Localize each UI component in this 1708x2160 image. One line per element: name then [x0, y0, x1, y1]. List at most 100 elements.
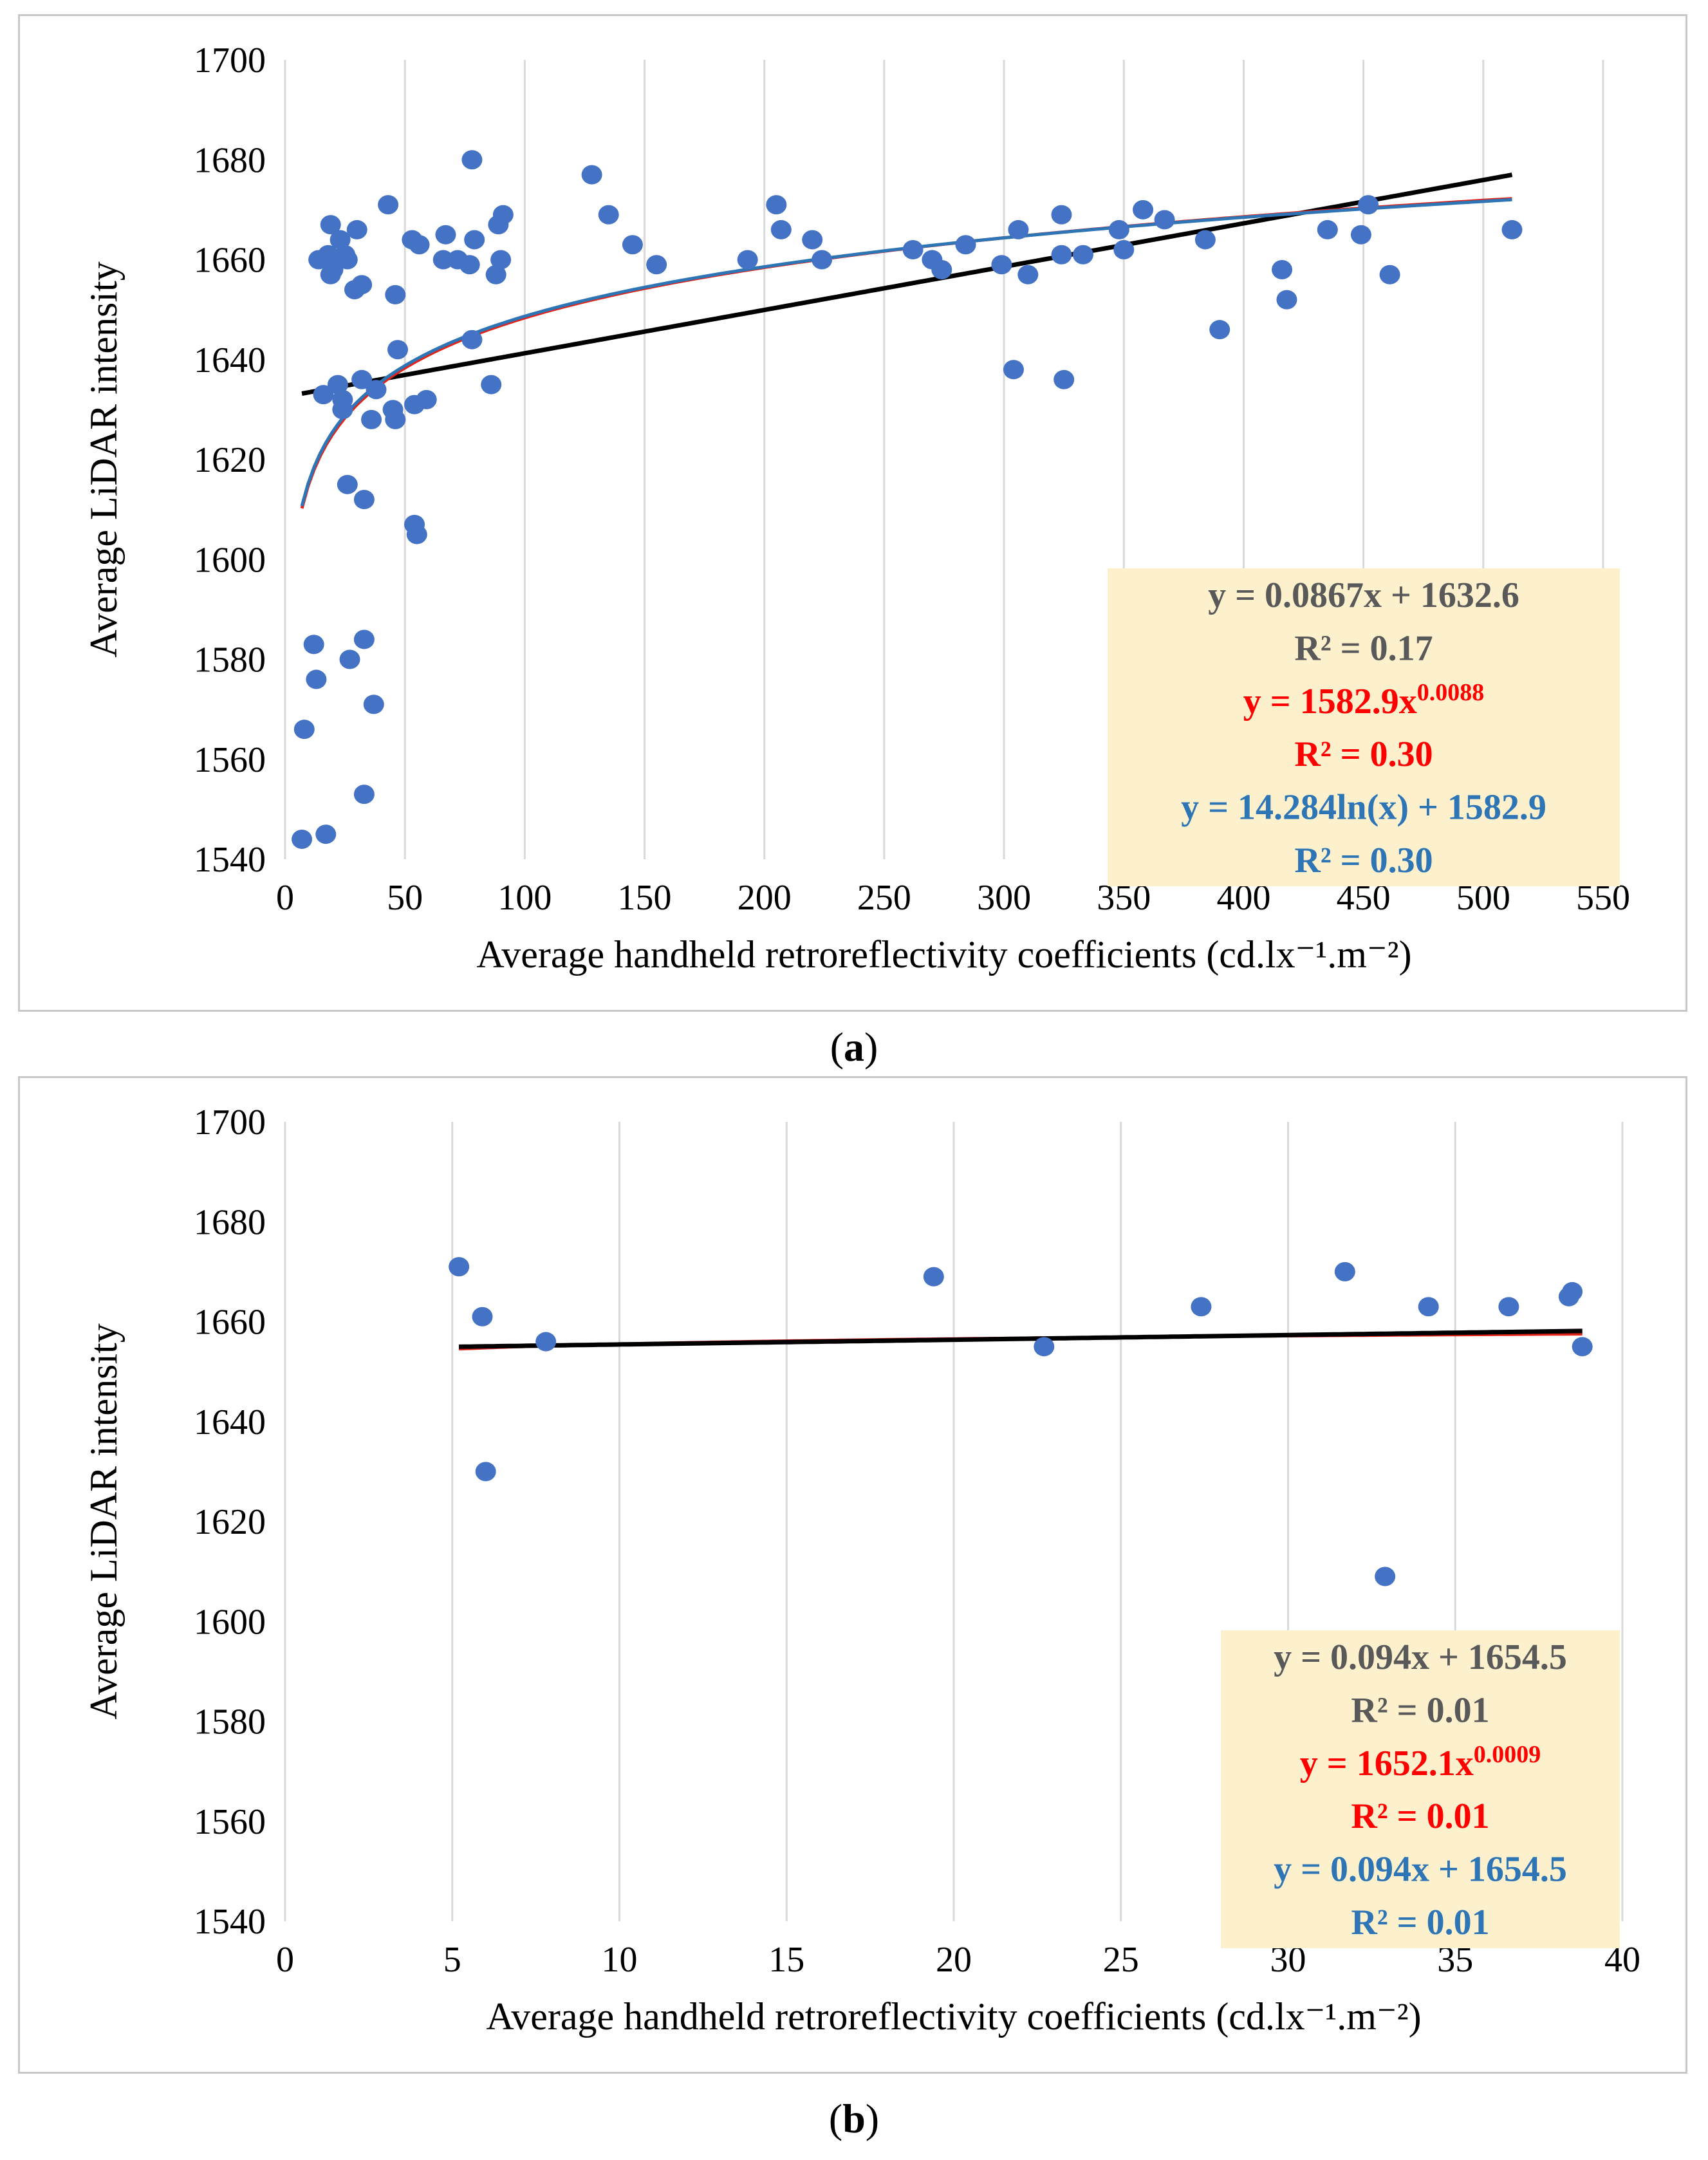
data-point: [346, 219, 367, 239]
equation-line: y = 14.284ln(x) + 1582.9: [1181, 788, 1546, 828]
data-point: [351, 275, 373, 295]
equation-line: R² = 0.30: [1294, 841, 1433, 880]
data-point: [1501, 219, 1523, 239]
data-point: [646, 255, 667, 275]
data-point: [1334, 1262, 1355, 1281]
data-point: [581, 165, 602, 185]
data-point: [622, 235, 643, 255]
data-point: [315, 824, 337, 844]
data-point: [1379, 265, 1400, 284]
y-tick-label: 1680: [194, 140, 266, 180]
x-tick-label: 50: [387, 878, 423, 918]
data-point: [955, 235, 976, 255]
data-point: [1072, 245, 1093, 265]
equation-line: y = 0.094x + 1654.5: [1274, 1637, 1567, 1677]
data-point: [293, 720, 315, 740]
x-tick-label: 10: [602, 1940, 638, 1980]
y-tick-label: 1540: [194, 840, 266, 880]
data-point: [303, 635, 324, 655]
data-point: [306, 669, 327, 689]
y-tick-label: 1680: [194, 1202, 266, 1242]
x-tick-label: 150: [618, 878, 672, 918]
trendline-power: [458, 1332, 1583, 1351]
y-tick-label: 1580: [194, 1702, 266, 1742]
data-point: [490, 250, 512, 270]
data-point: [1358, 195, 1379, 215]
x-tick-label: 0: [276, 1940, 294, 1980]
equation-box: [1221, 1630, 1620, 1948]
data-point: [1276, 290, 1297, 310]
data-point: [737, 250, 758, 270]
data-point: [923, 1267, 944, 1287]
data-point: [363, 694, 384, 714]
y-tick-label: 1600: [194, 540, 266, 580]
equation-line: y = 1582.9x0.0088: [1243, 679, 1484, 722]
data-point: [1051, 205, 1072, 225]
chart-panel-b: 1540 1560 1580 1600 1620 1640 1660 1680 1700 0 5 10…: [18, 1076, 1687, 2074]
data-point: [320, 215, 341, 235]
data-point: [802, 230, 823, 250]
y-tick-label: 1640: [194, 1402, 266, 1442]
data-point: [485, 265, 506, 284]
equation-line: y = 0.0867x + 1632.6: [1208, 575, 1519, 615]
data-point: [366, 380, 387, 400]
data-point: [1418, 1297, 1439, 1317]
x-tick-label: 5: [443, 1940, 461, 1980]
trendline-linear: [301, 172, 1513, 396]
data-point: [1562, 1281, 1583, 1301]
data-point: [339, 649, 360, 669]
caption-a: (a): [830, 1024, 878, 1070]
data-point: [385, 284, 406, 304]
equation-line: R² = 0.01: [1351, 1796, 1489, 1836]
equation-line: R² = 0.01: [1351, 1903, 1489, 1942]
data-point: [902, 239, 924, 259]
data-point: [1209, 320, 1230, 340]
equation-line: R² = 0.30: [1294, 734, 1433, 774]
data-point: [353, 490, 375, 510]
data-point: [1133, 200, 1154, 219]
y-tick-label: 1640: [194, 340, 266, 380]
equation-line: y = 0.094x + 1654.5: [1274, 1850, 1567, 1890]
data-point: [361, 409, 382, 429]
data-point: [598, 205, 619, 225]
equation-box: [1108, 568, 1620, 886]
scatter-chart-b: 1540 1560 1580 1600 1620 1640 1660 1680 1700 0 5 10…: [82, 1103, 1640, 2038]
data-point: [481, 375, 502, 395]
x-tick-label: 20: [936, 1940, 972, 1980]
data-point: [337, 250, 358, 270]
y-tick-label: 1660: [194, 241, 266, 281]
data-point: [1003, 360, 1024, 380]
data-point: [472, 1307, 493, 1327]
data-point: [991, 255, 1012, 275]
data-point: [535, 1332, 557, 1352]
data-point: [353, 785, 375, 805]
data-point: [337, 474, 358, 494]
data-point: [492, 205, 514, 225]
trendline-linear: [459, 1328, 1583, 1349]
data-point: [1191, 1297, 1212, 1317]
data-point: [432, 250, 454, 270]
data-point: [1375, 1567, 1396, 1587]
data-point: [461, 330, 483, 349]
data-point: [1272, 260, 1293, 280]
y-tick-label: 1660: [194, 1303, 266, 1343]
data-point: [313, 385, 334, 405]
x-tick-label: 300: [977, 878, 1031, 918]
data-point: [409, 235, 430, 255]
data-point: [330, 230, 351, 250]
x-tick-label: 25: [1103, 1940, 1139, 1980]
data-point: [1194, 230, 1216, 250]
y-tick-label: 1620: [194, 1502, 266, 1542]
data-point: [1051, 245, 1072, 265]
data-point: [770, 219, 792, 239]
data-point: [387, 340, 409, 360]
data-point: [475, 1462, 496, 1482]
data-point: [1498, 1297, 1519, 1317]
y-tick-label: 1700: [194, 41, 266, 80]
data-point: [1008, 219, 1029, 239]
x-axis-title: Average handheld retroreflectivity coeff…: [476, 933, 1411, 976]
data-point: [1317, 219, 1338, 239]
equation-line: R² = 0.01: [1351, 1691, 1489, 1731]
data-point: [1572, 1337, 1593, 1357]
data-point: [1017, 265, 1039, 284]
